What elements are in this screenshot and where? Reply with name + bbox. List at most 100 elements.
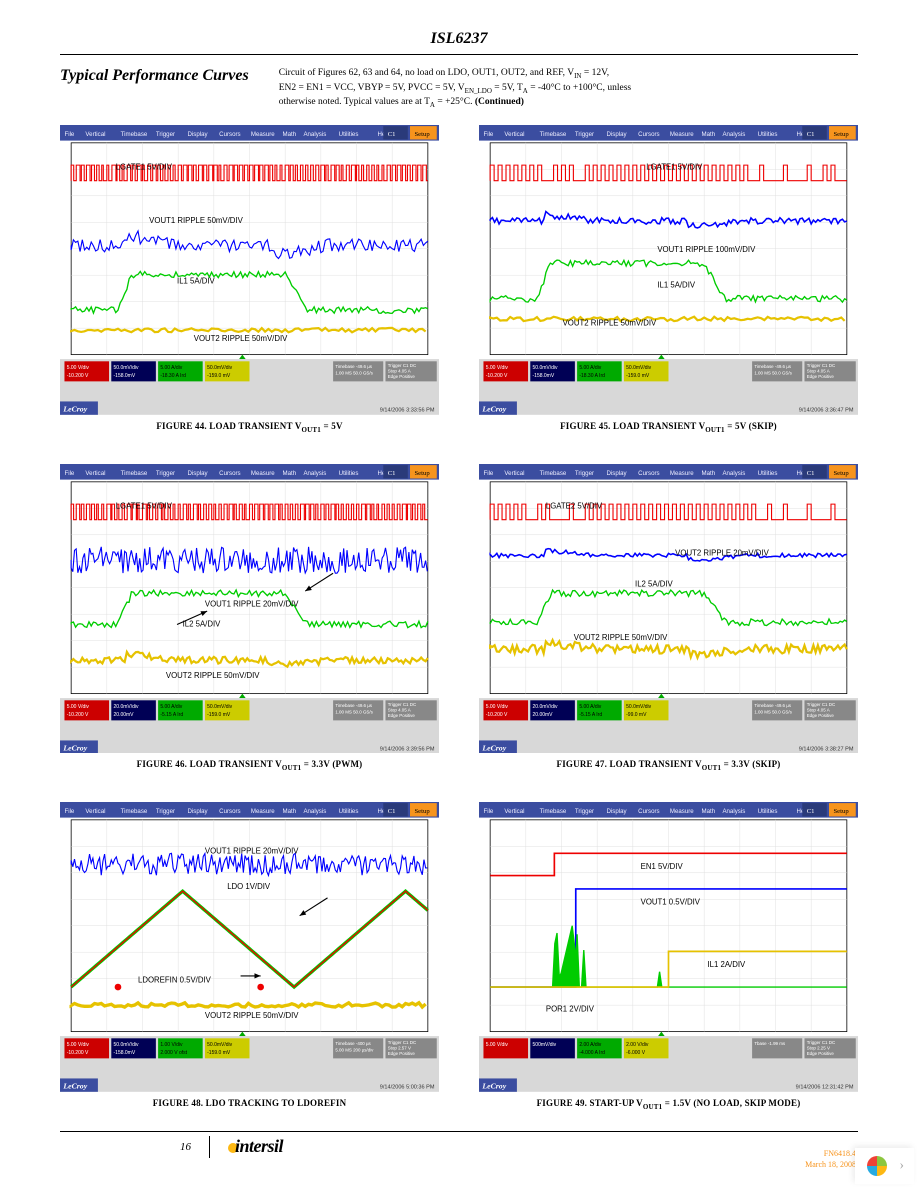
svg-text:20.00mV: 20.00mV — [114, 712, 135, 718]
svg-text:2.00 V/div: 2.00 V/div — [626, 1042, 649, 1048]
svg-text:VOUT1 RIPPLE 50mV/DIV: VOUT1 RIPPLE 50mV/DIV — [149, 216, 243, 225]
svg-text:Stop 2.25 V: Stop 2.25 V — [807, 1046, 830, 1051]
svg-text:Display: Display — [188, 470, 209, 477]
cond-text: = 12V, — [581, 68, 609, 78]
svg-text:Trigger: Trigger — [156, 470, 175, 477]
pinwheel-icon — [865, 1154, 889, 1178]
svg-text:50.0mV/div: 50.0mV/div — [114, 1042, 140, 1048]
oscilloscope-screenshot: FileVerticalTimebaseTriggerDisplayCursor… — [60, 802, 439, 1092]
svg-text:File: File — [483, 131, 493, 138]
svg-text:Utilities: Utilities — [758, 808, 778, 815]
svg-text:Tbase -1.99 ms: Tbase -1.99 ms — [754, 1041, 786, 1046]
svg-text:5.00 A/div: 5.00 A/div — [579, 704, 601, 710]
svg-text:C1: C1 — [388, 470, 396, 477]
svg-text:Trigger: Trigger — [156, 131, 175, 138]
svg-text:Edge Positive: Edge Positive — [388, 1051, 416, 1056]
svg-text:2.00 A/div: 2.00 A/div — [579, 1042, 601, 1048]
svg-text:Timebase -49.6 µs: Timebase -49.6 µs — [335, 364, 372, 369]
svg-text:LGATE2 5V/DIV: LGATE2 5V/DIV — [546, 501, 603, 510]
svg-text:Analysis: Analysis — [722, 808, 745, 815]
svg-text:Measure: Measure — [251, 131, 275, 138]
svg-text:Analysis: Analysis — [303, 808, 326, 815]
svg-text:5.00 V/div: 5.00 V/div — [67, 704, 90, 710]
figure-fig47: FileVerticalTimebaseTriggerDisplayCursor… — [479, 464, 858, 773]
chevron-right-icon[interactable]: › — [899, 1158, 904, 1174]
svg-text:File: File — [64, 131, 74, 138]
svg-text:File: File — [483, 808, 493, 815]
svg-text:-158.0mV: -158.0mV — [533, 373, 555, 379]
test-conditions: Circuit of Figures 62, 63 and 64, no loa… — [279, 67, 631, 111]
svg-text:Trigger C1 DC: Trigger C1 DC — [388, 1040, 417, 1045]
svg-text:Edge Positive: Edge Positive — [807, 713, 835, 718]
svg-text:Measure: Measure — [251, 470, 275, 477]
svg-text:-10.200 V: -10.200 V — [67, 712, 89, 718]
svg-text:Cursors: Cursors — [219, 470, 240, 477]
viewer-widget[interactable]: › — [855, 1148, 914, 1184]
svg-text:Math: Math — [701, 470, 715, 477]
svg-text:-4.000 A Ird: -4.000 A Ird — [579, 1050, 605, 1056]
svg-text:C1: C1 — [807, 470, 815, 477]
svg-text:VOUT1 RIPPLE 20mV/DIV: VOUT1 RIPPLE 20mV/DIV — [205, 599, 299, 608]
svg-text:Vertical: Vertical — [85, 131, 105, 138]
svg-text:Cursors: Cursors — [638, 470, 659, 477]
svg-text:Math: Math — [282, 808, 296, 815]
svg-text:50.0mV/div: 50.0mV/div — [626, 365, 652, 371]
svg-text:LGATE1 5V/DIV: LGATE1 5V/DIV — [116, 501, 173, 510]
svg-text:LeCroy: LeCroy — [481, 743, 506, 752]
figure-fig44: FileVerticalTimebaseTriggerDisplayCursor… — [60, 125, 439, 434]
svg-text:C1: C1 — [388, 808, 396, 815]
svg-text:Display: Display — [188, 131, 209, 138]
svg-text:Trigger: Trigger — [575, 131, 594, 138]
svg-text:Utilities: Utilities — [758, 131, 778, 138]
svg-text:2.000 V ofst: 2.000 V ofst — [160, 1050, 187, 1056]
svg-text:LDOREFIN 0.5V/DIV: LDOREFIN 0.5V/DIV — [138, 976, 212, 985]
svg-text:VOUT1 RIPPLE 100mV/DIV: VOUT1 RIPPLE 100mV/DIV — [657, 245, 756, 254]
svg-text:C1: C1 — [807, 131, 815, 138]
svg-text:20.0mV/div: 20.0mV/div — [533, 704, 559, 710]
oscilloscope-screenshot: FileVerticalTimebaseTriggerDisplayCursor… — [60, 125, 439, 415]
page-number: 16 — [180, 1141, 191, 1153]
svg-text:Timebase: Timebase — [540, 470, 567, 477]
oscilloscope-screenshot: FileVerticalTimebaseTriggerDisplayCursor… — [60, 464, 439, 754]
svg-text:File: File — [64, 470, 74, 477]
svg-text:Trigger C1 DC: Trigger C1 DC — [807, 1040, 836, 1045]
svg-text:LeCroy: LeCroy — [481, 405, 506, 414]
svg-text:Timebase -49.6 µs: Timebase -49.6 µs — [754, 364, 791, 369]
svg-text:50.0mV/div: 50.0mV/div — [207, 704, 233, 710]
svg-text:Math: Math — [282, 470, 296, 477]
svg-text:Analysis: Analysis — [303, 131, 326, 138]
figure-caption: FIGURE 44. LOAD TRANSIENT VOUT1 = 5V — [60, 421, 439, 434]
svg-text:-6.000 V: -6.000 V — [626, 1050, 646, 1056]
cond-text: otherwise noted. Typical values are at T — [279, 97, 430, 107]
svg-text:-159.0 mV: -159.0 mV — [207, 373, 231, 379]
svg-text:Measure: Measure — [670, 470, 694, 477]
svg-text:Timebase: Timebase — [121, 808, 148, 815]
svg-text:VOUT2 RIPPLE 50mV/DIV: VOUT2 RIPPLE 50mV/DIV — [166, 671, 260, 680]
svg-text:Setup: Setup — [414, 808, 430, 815]
svg-text:5.00 A/div: 5.00 A/div — [579, 365, 601, 371]
svg-text:-5.15 A Ird: -5.15 A Ird — [160, 712, 183, 718]
svg-text:1.00 MS 50.0 GS/s: 1.00 MS 50.0 GS/s — [335, 371, 373, 376]
svg-text:Stop 4.05 A: Stop 4.05 A — [807, 369, 830, 374]
svg-text:C1: C1 — [388, 131, 396, 138]
figure-fig48: FileVerticalTimebaseTriggerDisplayCursor… — [60, 802, 439, 1111]
svg-text:Timebase -49.6 µs: Timebase -49.6 µs — [335, 703, 372, 708]
svg-text:50.0mV/div: 50.0mV/div — [114, 365, 140, 371]
svg-text:VOUT2 RIPPLE 50mV/DIV: VOUT2 RIPPLE 50mV/DIV — [205, 1012, 299, 1021]
svg-text:Timebase: Timebase — [121, 131, 148, 138]
svg-text:Edge Positive: Edge Positive — [807, 374, 835, 379]
svg-text:9/14/2006 12:31:42 PM: 9/14/2006 12:31:42 PM — [796, 1085, 854, 1091]
svg-text:Stop 4.05 A: Stop 4.05 A — [807, 707, 830, 712]
svg-text:Cursors: Cursors — [638, 808, 659, 815]
cond-text: Circuit of Figures 62, 63 and 64, no loa… — [279, 68, 574, 78]
svg-text:Timebase -49.6 µs: Timebase -49.6 µs — [754, 703, 791, 708]
svg-text:LDO 1V/DIV: LDO 1V/DIV — [227, 882, 271, 891]
svg-text:LeCroy: LeCroy — [62, 743, 87, 752]
svg-text:IL1 2A/DIV: IL1 2A/DIV — [708, 960, 747, 969]
svg-text:-5.15 A Ird: -5.15 A Ird — [579, 712, 602, 718]
svg-text:-158.0mV: -158.0mV — [114, 373, 136, 379]
svg-text:1.00 MS 50.0 GS/s: 1.00 MS 50.0 GS/s — [335, 709, 373, 714]
svg-text:9/14/2006 5:00:36 PM: 9/14/2006 5:00:36 PM — [380, 1085, 435, 1091]
svg-text:500mV/div: 500mV/div — [533, 1042, 557, 1048]
svg-text:Math: Math — [282, 131, 296, 138]
